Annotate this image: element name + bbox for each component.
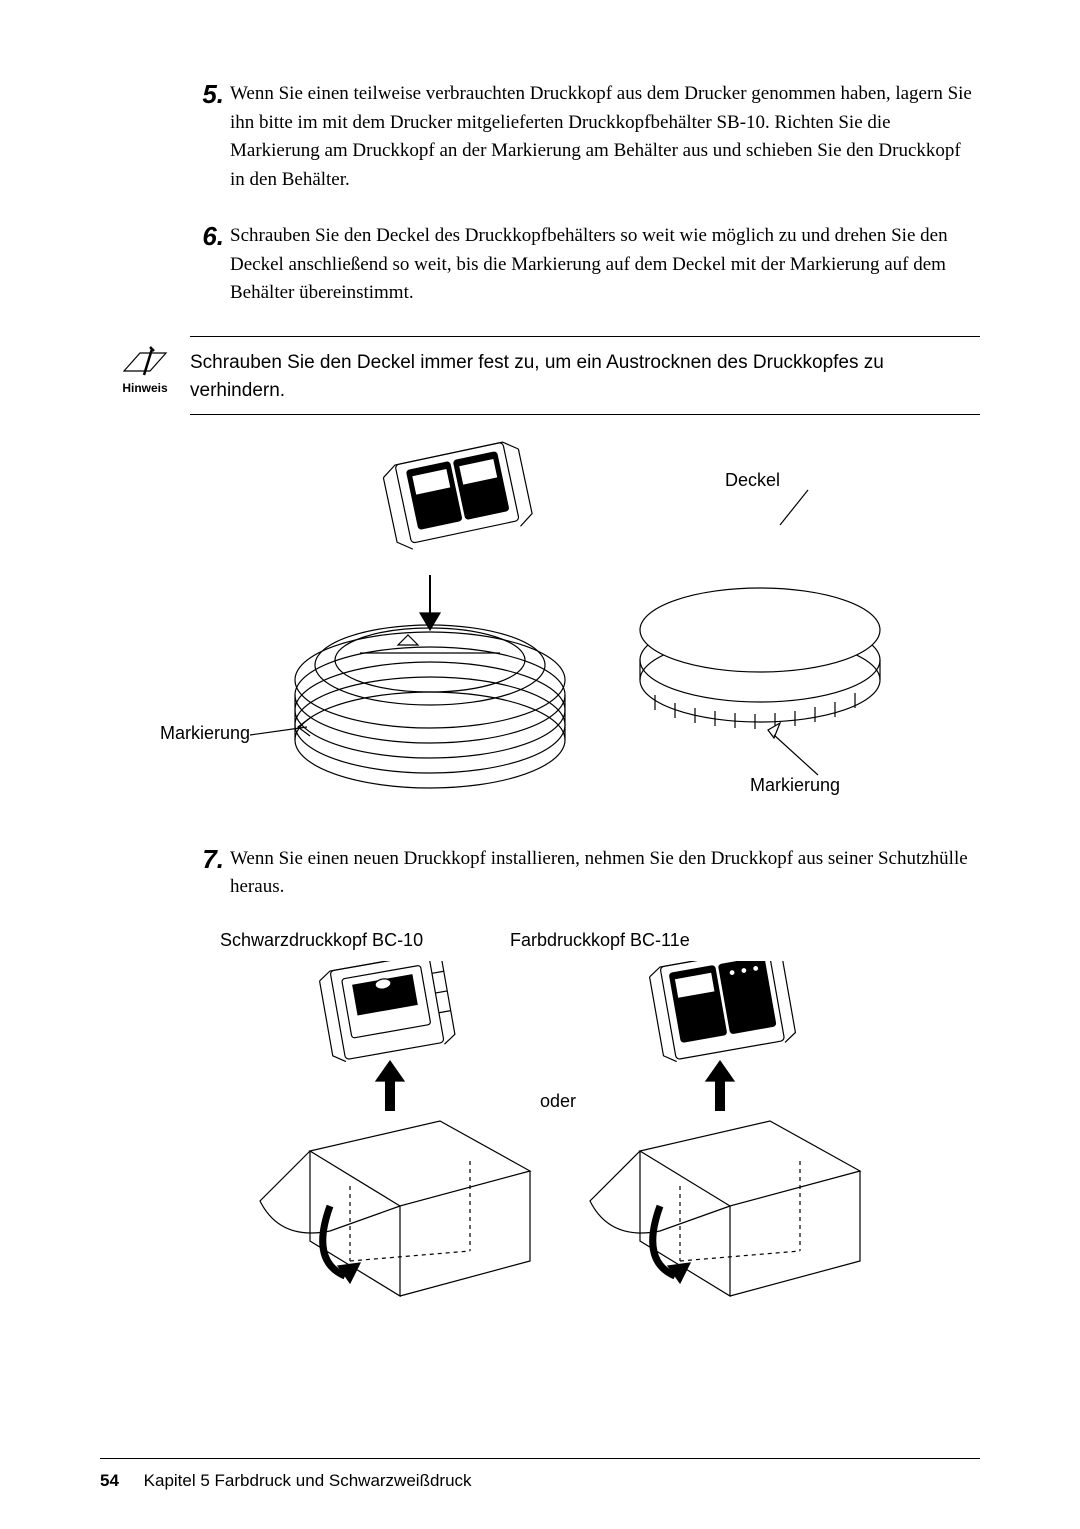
- chapter-label: Kapitel 5 Farbdruck und Schwarzweißdruck: [144, 1471, 472, 1490]
- step-number: 5.: [190, 80, 230, 194]
- footer: 54 Kapitel 5 Farbdruck und Schwarzweißdr…: [100, 1471, 472, 1491]
- note-text: Schrauben Sie den Deckel immer fest zu, …: [190, 345, 980, 406]
- label-markierung-right: Markierung: [750, 775, 840, 796]
- page: 5. Wenn Sie einen teilweise verbrauchten…: [0, 0, 1080, 1529]
- figure2-captions: Schwarzdruckkopf BC-10 Farbdruckkopf BC-…: [220, 930, 980, 951]
- step-6: 6. Schrauben Sie den Deckel des Druckkop…: [190, 222, 980, 308]
- label-deckel: Deckel: [725, 470, 780, 491]
- note-block: Hinweis Schrauben Sie den Deckel immer f…: [100, 336, 980, 415]
- step-number: 7.: [190, 845, 230, 902]
- step-text: Schrauben Sie den Deckel des Druckkopfbe…: [230, 222, 980, 308]
- label-markierung-left: Markierung: [160, 723, 250, 744]
- figure-container-lid: Deckel Markierung Markierung: [220, 435, 980, 815]
- step-text: Wenn Sie einen neuen Druckkopf installie…: [230, 845, 980, 902]
- step-5: 5. Wenn Sie einen teilweise verbrauchten…: [190, 80, 980, 194]
- label-oder: oder: [540, 1091, 576, 1112]
- note-rule-bottom: [190, 414, 980, 415]
- step-text: Wenn Sie einen teilweise verbrauchten Dr…: [230, 80, 980, 194]
- note-label: Hinweis: [122, 381, 167, 395]
- page-number: 54: [100, 1471, 119, 1490]
- step-7: 7. Wenn Sie einen neuen Druckkopf instal…: [190, 845, 980, 902]
- figure-unpack: oder: [220, 961, 980, 1341]
- step-number: 6.: [190, 222, 230, 308]
- figure-lid-svg: [220, 435, 920, 815]
- caption-bc10: Schwarzdruckkopf BC-10: [220, 930, 510, 951]
- note-icon: Hinweis: [100, 345, 190, 395]
- figure-unpack-svg: [220, 961, 920, 1321]
- footer-rule: [100, 1458, 980, 1459]
- caption-bc11e: Farbdruckkopf BC-11e: [510, 930, 690, 951]
